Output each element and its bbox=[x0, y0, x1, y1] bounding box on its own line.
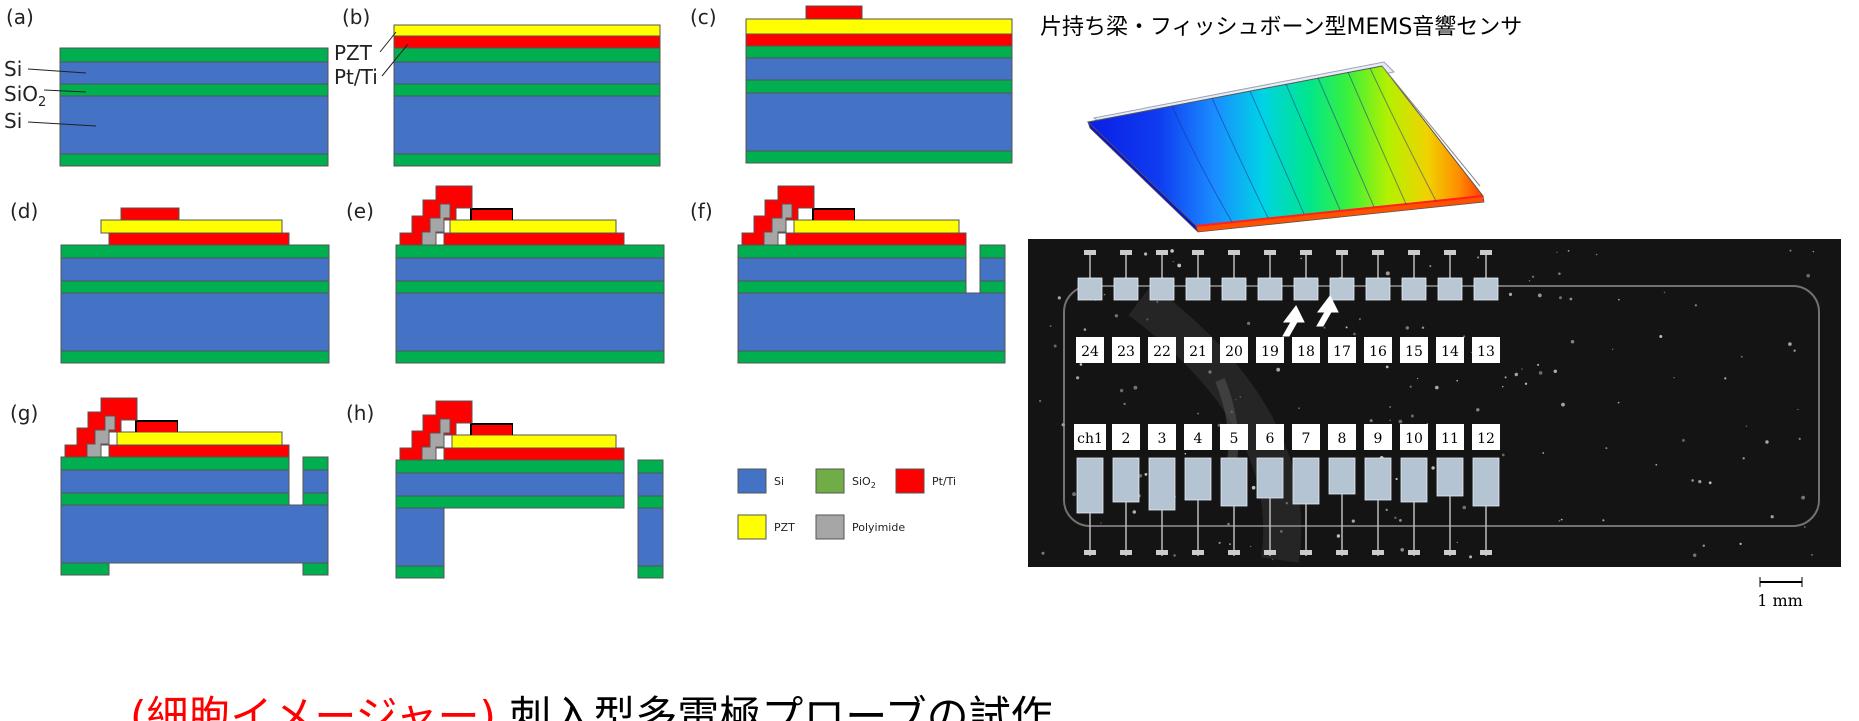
channel-label bbox=[1112, 337, 1140, 363]
step-label-g: (g) bbox=[10, 401, 38, 425]
channel-label bbox=[1184, 337, 1212, 363]
legend-label-sio2: SiO2 bbox=[852, 475, 876, 490]
step-label-d: (d) bbox=[10, 199, 38, 223]
probe-array-photo: 24 23 22 21 20 19 18 17 16 15 14 13 ch1 … bbox=[1028, 239, 1841, 567]
cross-section-b bbox=[393, 24, 661, 167]
step-label-h: (h) bbox=[346, 401, 374, 425]
callout-si-top: Si bbox=[4, 57, 22, 81]
channel-label bbox=[1400, 424, 1428, 450]
legend-label-polyimide: Polyimide bbox=[852, 521, 905, 534]
arrow-markers bbox=[1282, 295, 1339, 337]
legend-label-pzt: PZT bbox=[774, 521, 795, 534]
bottom-electrode-pads bbox=[1076, 457, 1500, 556]
svg-text:3: 3 bbox=[1158, 431, 1167, 447]
svg-text:20: 20 bbox=[1225, 344, 1243, 360]
step-label-c: (c) bbox=[690, 5, 717, 29]
cross-section-a bbox=[59, 47, 329, 167]
channel-label bbox=[1400, 337, 1428, 363]
legend-swatch-pzt bbox=[737, 514, 767, 540]
channel-label bbox=[1256, 337, 1284, 363]
cross-section-e bbox=[395, 185, 665, 364]
sensor-title: 片持ち梁・フィッシュボーン型MEMS音響センサ bbox=[1040, 15, 1522, 40]
svg-text:19: 19 bbox=[1261, 344, 1279, 360]
channel-label bbox=[1328, 424, 1356, 450]
legend-label-si: Si bbox=[774, 475, 784, 488]
legend-swatch-si bbox=[737, 468, 767, 494]
channel-label bbox=[1436, 337, 1464, 363]
cross-section-c bbox=[745, 5, 1013, 164]
bottom-title-black: 刺入型多電極プローブの試作 bbox=[509, 692, 1052, 721]
top-electrode-pads bbox=[1077, 250, 1499, 301]
callout-ptti: Pt/Ti bbox=[334, 65, 378, 89]
svg-text:15: 15 bbox=[1405, 344, 1423, 360]
channel-label bbox=[1256, 424, 1284, 450]
svg-text:17: 17 bbox=[1333, 344, 1351, 360]
channel-label bbox=[1364, 337, 1392, 363]
legend: Si SiO2 Pt/Ti PZT Polyimide bbox=[737, 468, 956, 540]
step-label-b: (b) bbox=[342, 5, 370, 29]
callout-sio2: SiO2 bbox=[4, 82, 46, 110]
cross-section-f bbox=[737, 185, 1006, 364]
step-label-e: (e) bbox=[346, 199, 374, 223]
svg-text:ch1: ch1 bbox=[1077, 431, 1103, 447]
svg-text:4: 4 bbox=[1194, 431, 1203, 447]
callout-pzt: PZT bbox=[334, 41, 373, 65]
channel-labels-top: 24 23 22 21 20 19 18 17 16 15 14 13 bbox=[1076, 337, 1500, 363]
channel-label bbox=[1148, 424, 1176, 450]
callout-leaders-a bbox=[27, 68, 97, 127]
channel-label bbox=[1184, 424, 1212, 450]
svg-text:21: 21 bbox=[1189, 344, 1207, 360]
channel-label bbox=[1472, 337, 1500, 363]
channel-label bbox=[1076, 337, 1104, 363]
step-label-a: (a) bbox=[6, 5, 34, 29]
svg-text:2: 2 bbox=[1122, 431, 1131, 447]
legend-label-ptti: Pt/Ti bbox=[932, 475, 956, 488]
svg-text:24: 24 bbox=[1081, 344, 1099, 360]
channel-label bbox=[1364, 424, 1392, 450]
svg-text:9: 9 bbox=[1374, 431, 1383, 447]
svg-text:23: 23 bbox=[1117, 344, 1135, 360]
svg-text:11: 11 bbox=[1441, 431, 1459, 447]
svg-text:12: 12 bbox=[1477, 431, 1495, 447]
legend-swatch-ptti bbox=[895, 468, 925, 494]
svg-text:8: 8 bbox=[1338, 431, 1347, 447]
cross-section-g bbox=[60, 397, 329, 576]
svg-text:22: 22 bbox=[1153, 344, 1171, 360]
channel-label bbox=[1472, 424, 1500, 450]
svg-text:10: 10 bbox=[1405, 431, 1423, 447]
channel-label bbox=[1220, 337, 1248, 363]
svg-text:6: 6 bbox=[1266, 431, 1275, 447]
channel-labels-bottom: ch1 2 3 4 5 6 7 8 9 10 11 12 bbox=[1074, 424, 1500, 450]
callout-si-bottom: Si bbox=[4, 109, 22, 133]
channel-label bbox=[1328, 337, 1356, 363]
svg-text:16: 16 bbox=[1369, 344, 1387, 360]
bottom-title: (細胞イメージャー) 刺入型多電極プローブの試作 bbox=[130, 692, 1053, 721]
svg-text:14: 14 bbox=[1441, 344, 1459, 360]
legend-swatch-polyimide bbox=[815, 514, 845, 540]
cross-section-d bbox=[60, 207, 330, 364]
svg-text:5: 5 bbox=[1230, 431, 1239, 447]
step-label-f: (f) bbox=[690, 199, 713, 223]
channel-label bbox=[1292, 337, 1320, 363]
scale-bar: 1 mm bbox=[1757, 577, 1803, 610]
cantilever-simulation bbox=[1086, 61, 1485, 233]
channel-label bbox=[1074, 424, 1106, 450]
callout-leaders-b bbox=[379, 31, 409, 77]
cross-section-h bbox=[395, 400, 664, 579]
channel-label bbox=[1220, 424, 1248, 450]
channel-label bbox=[1148, 337, 1176, 363]
channel-label bbox=[1292, 424, 1320, 450]
scale-bar-label: 1 mm bbox=[1757, 591, 1803, 610]
legend-swatch-sio2 bbox=[815, 468, 845, 494]
bottom-title-red: (細胞イメージャー) bbox=[130, 692, 509, 721]
svg-text:18: 18 bbox=[1297, 344, 1315, 360]
svg-text:7: 7 bbox=[1302, 431, 1311, 447]
channel-label bbox=[1436, 424, 1464, 450]
channel-label bbox=[1112, 424, 1140, 450]
svg-text:13: 13 bbox=[1477, 344, 1495, 360]
